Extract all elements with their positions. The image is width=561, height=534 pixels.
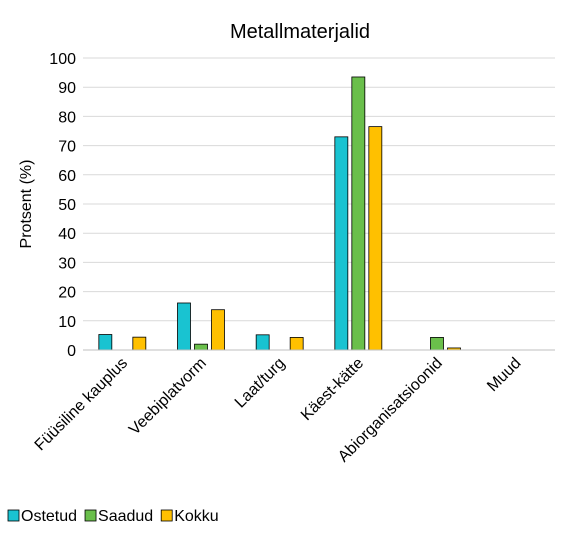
y-tick-label: 100 <box>49 51 76 68</box>
y-tick-label: 0 <box>67 343 76 360</box>
y-tick-label: 90 <box>58 80 76 97</box>
bar-kokku-1 <box>211 309 225 351</box>
legend-swatch-ostetud <box>7 509 20 522</box>
bar-kokku-2 <box>289 337 304 351</box>
legend: Ostetud Saadud Kokku <box>7 508 219 525</box>
y-tick-label: 70 <box>58 139 76 156</box>
y-axis-title: Protsent (%) <box>18 160 35 249</box>
gridlines <box>83 57 555 351</box>
x-tick-label: Laat/turg <box>232 355 289 412</box>
y-tick-label: 40 <box>58 226 76 243</box>
bar-ostetud-2 <box>255 334 270 351</box>
legend-label-ostetud: Ostetud <box>21 508 77 525</box>
bar-ostetud-0 <box>98 334 113 351</box>
x-tick-label: Füüsiline kauplus <box>32 355 131 454</box>
legend-swatch-kokku <box>160 509 173 522</box>
y-tick-label: 30 <box>58 255 76 272</box>
legend-label-saadud: Saadud <box>98 508 153 525</box>
legend-label-kokku: Kokku <box>174 508 218 525</box>
x-tick-label: Veebiplatvorm <box>126 355 210 439</box>
y-tick-label: 50 <box>58 197 76 214</box>
bar-kokku-0 <box>132 336 147 351</box>
y-tick-label: 10 <box>58 314 76 331</box>
y-tick-label: 20 <box>58 285 76 302</box>
x-tick-label: Muud <box>484 355 524 395</box>
y-axis-ticks: 0 10 20 30 40 50 60 70 80 90 100 <box>49 51 76 360</box>
legend-swatch-saadud <box>84 509 97 522</box>
y-tick-label: 60 <box>58 168 76 185</box>
x-tick-label: Käest-kätte <box>298 355 367 424</box>
chart-title: Metallmaterjalid <box>230 21 370 43</box>
bar-saadud-1 <box>194 343 208 351</box>
bars <box>98 76 461 351</box>
bar-kokku-3 <box>368 126 383 351</box>
bar-ostetud-3 <box>334 136 349 351</box>
bar-saadud-3 <box>351 76 366 351</box>
bar-saadud-4 <box>430 337 444 351</box>
bar-ostetud-1 <box>177 302 191 351</box>
y-tick-label: 80 <box>58 109 76 126</box>
